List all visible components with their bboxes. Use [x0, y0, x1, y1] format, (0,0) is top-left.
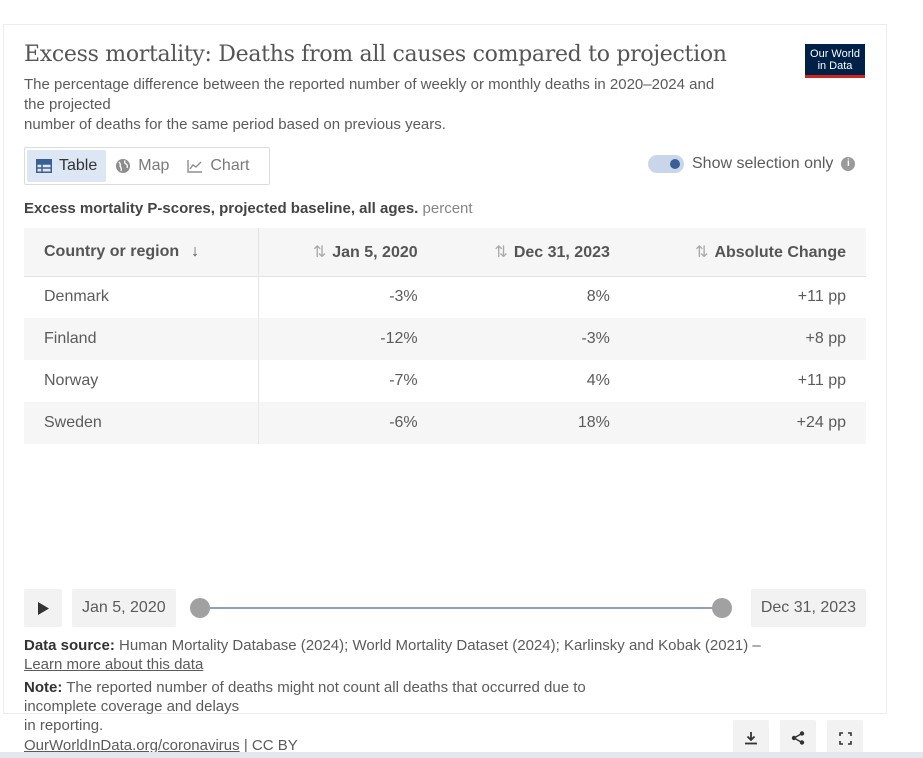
table-row: Norway -7% 4% +11 pp	[24, 360, 866, 402]
column-header-start[interactable]: ⇅ Jan 5, 2020	[258, 228, 438, 277]
page-title: Excess mortality: Deaths from all causes…	[24, 42, 727, 67]
sort-icon: ⇅	[494, 243, 508, 261]
table-caption-unit: percent	[422, 200, 473, 217]
table-row: Sweden -6% 18% +24 pp	[24, 402, 866, 444]
timeline-end-date[interactable]: Dec 31, 2023	[750, 589, 866, 627]
column-header-change[interactable]: ⇅ Absolute Change	[629, 228, 866, 277]
cell-start: -3%	[389, 288, 418, 306]
cell-change: +11 pp	[797, 288, 846, 306]
logo-line: Our World	[810, 48, 860, 60]
note-line: incomplete coverage and delays	[24, 698, 240, 715]
table-row: Denmark -3% 8% +11 pp	[24, 276, 866, 318]
column-header-country[interactable]: Country or region ↓	[24, 228, 259, 277]
table-row: Finland -12% -3% +8 pp	[24, 318, 866, 360]
timeline-start-handle[interactable]	[190, 598, 210, 618]
play-button[interactable]	[24, 589, 62, 627]
tab-table[interactable]: Table	[27, 150, 107, 182]
note-label: Note:	[24, 679, 63, 696]
source-text: Human Mortality Database (2024); World M…	[119, 637, 761, 654]
timeline-end-handle[interactable]	[712, 598, 732, 618]
tab-label: Table	[59, 157, 98, 174]
sort-down-icon: ↓	[191, 242, 200, 260]
data-source: Data source: Human Mortality Database (2…	[24, 636, 864, 674]
tab-label: Map	[138, 157, 170, 174]
selection-toggle-group: Show selection only i	[648, 155, 856, 173]
sort-icon: ⇅	[312, 243, 327, 261]
data-table: Country or region ↓ ⇅ Jan 5, 2020 ⇅ Dec 31,…	[24, 228, 866, 444]
logo-line: in Data	[817, 60, 853, 72]
column-header-label: Country or region	[44, 242, 180, 260]
selection-toggle-label[interactable]: Show selection only	[692, 155, 834, 172]
globe-icon	[116, 159, 131, 173]
info-icon[interactable]: i	[841, 157, 856, 171]
learn-more-link[interactable]: Learn more about this data	[24, 656, 204, 673]
cell-change: +8 pp	[629, 318, 866, 360]
share-button[interactable]	[780, 720, 816, 756]
tab-chart[interactable]: Chart	[178, 150, 258, 182]
site-link[interactable]: OurWorldInData.org/coronavirus	[24, 737, 240, 754]
note-line: in reporting.	[24, 717, 104, 734]
table-header-row: Country or region ↓ ⇅ Jan 5, 2020 ⇅ Dec 31,…	[24, 228, 866, 277]
fullscreen-icon	[838, 731, 852, 745]
cell-end: 4%	[586, 372, 610, 389]
column-header-label: Absolute Change	[714, 243, 846, 261]
subtitle-line: The percentage difference between the re…	[24, 76, 715, 93]
download-icon	[745, 732, 757, 745]
timeline-track[interactable]	[200, 607, 722, 609]
view-tabs: Table Map Chart	[24, 147, 270, 185]
cell-country: Sweden	[24, 402, 259, 444]
subtitle-line: the projected	[24, 96, 111, 113]
bottom-scrollbar[interactable]	[0, 752, 923, 758]
timeline: Jan 5, 2020 Dec 31, 2023	[24, 589, 866, 627]
selection-toggle[interactable]	[648, 155, 684, 173]
cell-end: 18%	[437, 402, 630, 444]
source-label: Data source:	[24, 637, 115, 654]
sort-icon: ⇅	[695, 243, 709, 261]
play-icon	[38, 601, 49, 615]
share-icon	[791, 731, 805, 745]
cell-end: -3%	[437, 318, 630, 360]
cell-start: -6%	[258, 402, 438, 444]
timeline-start-date[interactable]: Jan 5, 2020	[72, 589, 176, 627]
cell-country: Norway	[24, 360, 259, 402]
action-buttons	[733, 720, 863, 756]
footer-attribution: OurWorldInData.org/coronavirus | CC BY	[24, 737, 298, 754]
table-caption: Excess mortality P-scores, projected bas…	[24, 200, 473, 217]
cell-country: Denmark	[24, 276, 259, 318]
table-caption-title: Excess mortality P-scores, projected bas…	[24, 200, 419, 217]
fullscreen-button[interactable]	[827, 720, 863, 756]
subtitle-line: number of deaths for the same period bas…	[24, 116, 446, 133]
license-text: | CC BY	[243, 737, 298, 754]
cell-start: -12%	[258, 318, 438, 360]
download-button[interactable]	[733, 720, 769, 756]
cell-start: -7%	[389, 372, 418, 389]
note-line: The reported number of deaths might not …	[66, 679, 586, 696]
cell-end: 8%	[586, 288, 610, 306]
column-header-label: Dec 31, 2023	[513, 243, 610, 261]
table-icon	[36, 159, 52, 173]
cell-change: +11 pp	[797, 372, 846, 389]
toggle-knob	[670, 159, 680, 169]
cell-change: +24 pp	[629, 402, 866, 444]
tab-label: Chart	[210, 157, 250, 174]
page-subtitle: The percentage difference between the re…	[24, 75, 814, 135]
line-chart-icon	[187, 160, 203, 173]
column-header-label: Jan 5, 2020	[332, 243, 418, 261]
column-header-end[interactable]: ⇅ Dec 31, 2023	[437, 228, 630, 277]
owid-logo[interactable]: Our World in Data	[805, 44, 865, 78]
cell-country: Finland	[24, 318, 259, 360]
tab-map[interactable]: Map	[106, 150, 178, 182]
note: Note: The reported number of deaths migh…	[24, 678, 674, 735]
